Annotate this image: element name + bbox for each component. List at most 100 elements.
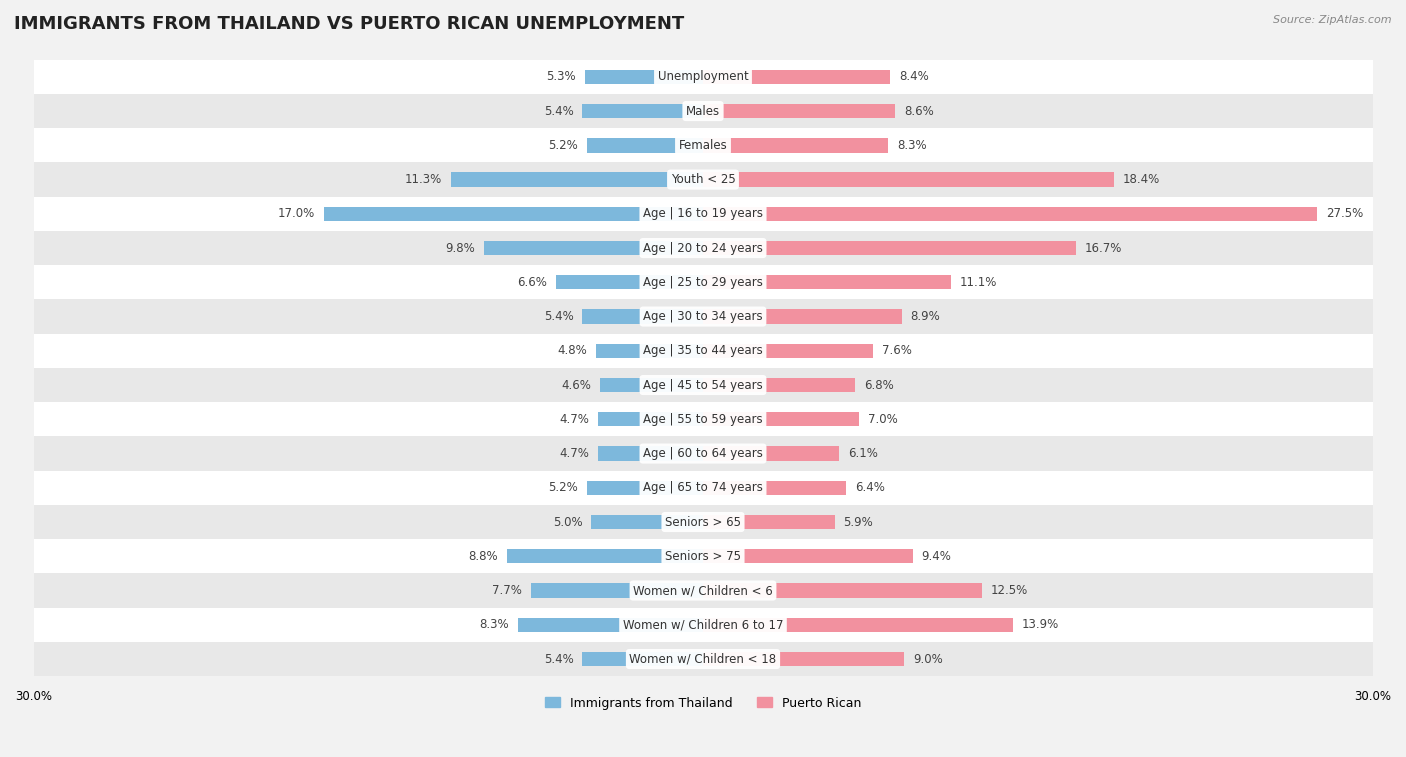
Text: 8.9%: 8.9% [911, 310, 941, 323]
Text: Age | 60 to 64 years: Age | 60 to 64 years [643, 447, 763, 460]
Bar [34, 300, 1372, 334]
Text: Age | 55 to 59 years: Age | 55 to 59 years [643, 413, 763, 425]
Text: 6.4%: 6.4% [855, 481, 884, 494]
Text: Women w/ Children 6 to 17: Women w/ Children 6 to 17 [623, 618, 783, 631]
Text: 6.8%: 6.8% [863, 378, 893, 391]
Bar [703, 207, 1316, 221]
Text: Seniors > 65: Seniors > 65 [665, 516, 741, 528]
Bar [34, 608, 1372, 642]
Bar [323, 207, 703, 221]
Text: Age | 35 to 44 years: Age | 35 to 44 years [643, 344, 763, 357]
Bar [34, 128, 1372, 163]
Text: 8.4%: 8.4% [900, 70, 929, 83]
Bar [703, 618, 1014, 632]
Text: Age | 45 to 54 years: Age | 45 to 54 years [643, 378, 763, 391]
Text: 5.9%: 5.9% [844, 516, 873, 528]
Bar [585, 70, 703, 84]
Text: 16.7%: 16.7% [1084, 241, 1122, 254]
Bar [582, 310, 703, 324]
Text: Age | 25 to 29 years: Age | 25 to 29 years [643, 276, 763, 289]
Text: Women w/ Children < 18: Women w/ Children < 18 [630, 653, 776, 665]
Bar [517, 618, 703, 632]
Text: 6.6%: 6.6% [517, 276, 547, 289]
Text: Seniors > 75: Seniors > 75 [665, 550, 741, 562]
Bar [703, 481, 846, 495]
Bar [703, 447, 839, 461]
Bar [34, 334, 1372, 368]
Bar [586, 138, 703, 152]
Bar [34, 197, 1372, 231]
Text: Age | 20 to 24 years: Age | 20 to 24 years [643, 241, 763, 254]
Bar [598, 447, 703, 461]
Bar [703, 652, 904, 666]
Text: 5.4%: 5.4% [544, 653, 574, 665]
Bar [555, 275, 703, 289]
Bar [703, 70, 890, 84]
Bar [592, 515, 703, 529]
Text: 9.0%: 9.0% [912, 653, 942, 665]
Bar [34, 573, 1372, 608]
Bar [34, 505, 1372, 539]
Bar [600, 378, 703, 392]
Text: 8.8%: 8.8% [468, 550, 498, 562]
Text: 11.1%: 11.1% [960, 276, 997, 289]
Bar [34, 231, 1372, 265]
Bar [703, 584, 981, 598]
Bar [703, 241, 1076, 255]
Bar [703, 344, 873, 358]
Bar [34, 471, 1372, 505]
Text: IMMIGRANTS FROM THAILAND VS PUERTO RICAN UNEMPLOYMENT: IMMIGRANTS FROM THAILAND VS PUERTO RICAN… [14, 15, 685, 33]
Bar [34, 163, 1372, 197]
Text: Females: Females [679, 139, 727, 152]
Text: Age | 16 to 19 years: Age | 16 to 19 years [643, 207, 763, 220]
Text: 5.4%: 5.4% [544, 310, 574, 323]
Bar [582, 104, 703, 118]
Bar [34, 402, 1372, 437]
Text: 4.7%: 4.7% [560, 447, 589, 460]
Bar [506, 549, 703, 563]
Text: 12.5%: 12.5% [991, 584, 1028, 597]
Bar [34, 94, 1372, 128]
Bar [598, 412, 703, 426]
Legend: Immigrants from Thailand, Puerto Rican: Immigrants from Thailand, Puerto Rican [540, 692, 866, 715]
Text: 7.6%: 7.6% [882, 344, 911, 357]
Text: 4.7%: 4.7% [560, 413, 589, 425]
Text: 8.3%: 8.3% [897, 139, 927, 152]
Text: 7.0%: 7.0% [868, 413, 898, 425]
Text: 13.9%: 13.9% [1022, 618, 1059, 631]
Text: 5.3%: 5.3% [546, 70, 576, 83]
Text: 5.4%: 5.4% [544, 104, 574, 117]
Bar [34, 368, 1372, 402]
Bar [703, 310, 901, 324]
Bar [703, 275, 950, 289]
Text: 5.0%: 5.0% [553, 516, 582, 528]
Bar [703, 173, 1114, 187]
Bar [703, 104, 896, 118]
Text: Males: Males [686, 104, 720, 117]
Bar [596, 344, 703, 358]
Text: 4.6%: 4.6% [561, 378, 592, 391]
Text: 11.3%: 11.3% [405, 173, 441, 186]
Bar [586, 481, 703, 495]
Text: 5.2%: 5.2% [548, 481, 578, 494]
Bar [703, 138, 889, 152]
Bar [34, 60, 1372, 94]
Text: Age | 30 to 34 years: Age | 30 to 34 years [643, 310, 763, 323]
Text: 18.4%: 18.4% [1122, 173, 1160, 186]
Text: 8.3%: 8.3% [479, 618, 509, 631]
Bar [34, 539, 1372, 573]
Bar [703, 378, 855, 392]
Bar [582, 652, 703, 666]
Bar [703, 412, 859, 426]
Text: Women w/ Children < 6: Women w/ Children < 6 [633, 584, 773, 597]
Bar [703, 549, 912, 563]
Text: 6.1%: 6.1% [848, 447, 877, 460]
Text: 27.5%: 27.5% [1326, 207, 1362, 220]
Text: 9.4%: 9.4% [922, 550, 952, 562]
Text: Age | 65 to 74 years: Age | 65 to 74 years [643, 481, 763, 494]
Text: Source: ZipAtlas.com: Source: ZipAtlas.com [1274, 15, 1392, 25]
Bar [34, 642, 1372, 676]
Text: 5.2%: 5.2% [548, 139, 578, 152]
Bar [34, 437, 1372, 471]
Bar [451, 173, 703, 187]
